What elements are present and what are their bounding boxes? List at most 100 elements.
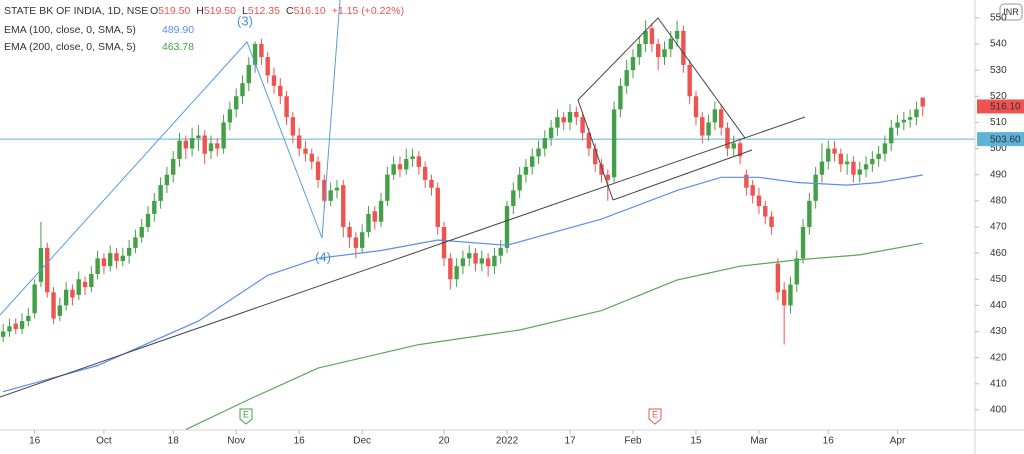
wave-label: (3): [237, 13, 253, 28]
trend-line: [612, 149, 753, 201]
candle-body: [278, 85, 283, 97]
candle-body: [334, 187, 340, 191]
candle-body: [435, 187, 440, 227]
candle-body: [649, 28, 655, 44]
y-tick-label: 450: [990, 274, 1007, 285]
candle-body: [19, 321, 25, 329]
candle-body: [454, 266, 459, 280]
price-line-label: 503.60: [990, 134, 1021, 145]
currency[interactable]: INR: [1003, 7, 1019, 17]
candle-body: [681, 30, 686, 65]
candle-body: [183, 140, 189, 149]
candle-body: [460, 258, 466, 267]
candle-body: [410, 156, 415, 160]
candle-body: [687, 64, 692, 97]
candle-body: [498, 247, 503, 256]
event-label[interactable]: E: [243, 409, 249, 419]
ema-line: [185, 242, 923, 430]
x-tick-label: 16: [823, 436, 835, 447]
candle-body: [70, 289, 75, 298]
candle-body: [882, 143, 888, 154]
candle-body: [542, 138, 548, 149]
legend-entry: EMA (100, close, 0, SMA, 5): [4, 24, 136, 36]
candle-body: [240, 83, 245, 97]
y-tick-label: 440: [990, 300, 1007, 311]
legend: STATE BK OF INDIA, 1D, NSE O519.50 H519.5…: [4, 5, 404, 53]
candle-body: [89, 274, 94, 288]
candle-body: [674, 30, 680, 39]
candle-body: [202, 135, 207, 154]
currency-badge[interactable]: [999, 3, 1023, 21]
x-tick-label: 16: [294, 436, 306, 447]
candle-body: [756, 195, 762, 207]
candle-body: [227, 109, 233, 123]
y-tick-label: 460: [990, 248, 1007, 259]
candle-body: [662, 49, 667, 58]
candle-body: [668, 38, 673, 50]
candle-body: [637, 43, 642, 58]
candle-body: [517, 174, 522, 191]
candle-body: [744, 174, 749, 188]
y-tick-label: 430: [990, 326, 1007, 337]
ohlc-key: O: [150, 5, 158, 17]
candle-body: [775, 263, 781, 293]
candle-body: [907, 117, 913, 120]
candle-body: [473, 253, 478, 264]
candle-body: [303, 148, 308, 154]
candle-body: [51, 292, 56, 319]
candle-body: [246, 64, 251, 84]
candle-body: [145, 213, 151, 227]
candle-body: [548, 127, 554, 139]
ema-line: [2, 174, 923, 393]
candle-body: [826, 148, 831, 162]
plot-area: [0, 20, 975, 430]
symbol: STATE BK OF INDIA, 1D, NSE: [4, 5, 148, 17]
candle-body: [38, 247, 44, 282]
candle-body: [13, 323, 18, 329]
last-price-tag: [977, 99, 1024, 114]
candle-body: [26, 315, 31, 322]
candle-body: [404, 159, 409, 170]
candle-body: [252, 43, 258, 65]
candle-body: [215, 143, 220, 149]
event-label[interactable]: E: [652, 409, 658, 419]
candle-body: [133, 237, 138, 248]
ohlc-key: H: [196, 5, 204, 17]
event-icon[interactable]: [648, 408, 662, 425]
candle-body: [567, 111, 573, 123]
candle-body: [536, 148, 541, 157]
candle-body: [725, 127, 730, 149]
candle-body: [895, 122, 900, 128]
ohlc-key: L: [242, 5, 248, 17]
candle-body: [611, 109, 617, 178]
candle-body: [889, 127, 894, 144]
candle-body: [813, 174, 818, 201]
candle-body: [876, 153, 881, 160]
candle-body: [101, 258, 107, 267]
candle-body: [126, 247, 132, 256]
candle-body: [555, 117, 560, 128]
change: +1.15 (+0.22%): [332, 5, 404, 17]
y-tick-label: 420: [990, 352, 1007, 363]
candle-body: [177, 140, 182, 160]
candle-body: [901, 119, 907, 123]
candle-body: [164, 174, 170, 186]
y-tick-label: 510: [990, 117, 1007, 128]
candle-body: [208, 143, 214, 152]
candle-body: [152, 200, 157, 214]
candle-body: [794, 258, 799, 285]
candle-body: [593, 148, 598, 165]
event-icon[interactable]: [239, 408, 253, 425]
x-tick-label: Feb: [624, 436, 642, 447]
candle-body: [504, 206, 510, 248]
candle-body: [82, 281, 88, 288]
candle-body: [655, 43, 661, 58]
y-tick-label: 550: [990, 12, 1007, 23]
candle-body: [158, 185, 163, 201]
candle-body: [7, 326, 12, 332]
last-price-label: 516.10: [990, 102, 1021, 113]
candle-body: [359, 232, 365, 248]
candle-body: [322, 179, 327, 201]
candle-body: [259, 43, 264, 58]
